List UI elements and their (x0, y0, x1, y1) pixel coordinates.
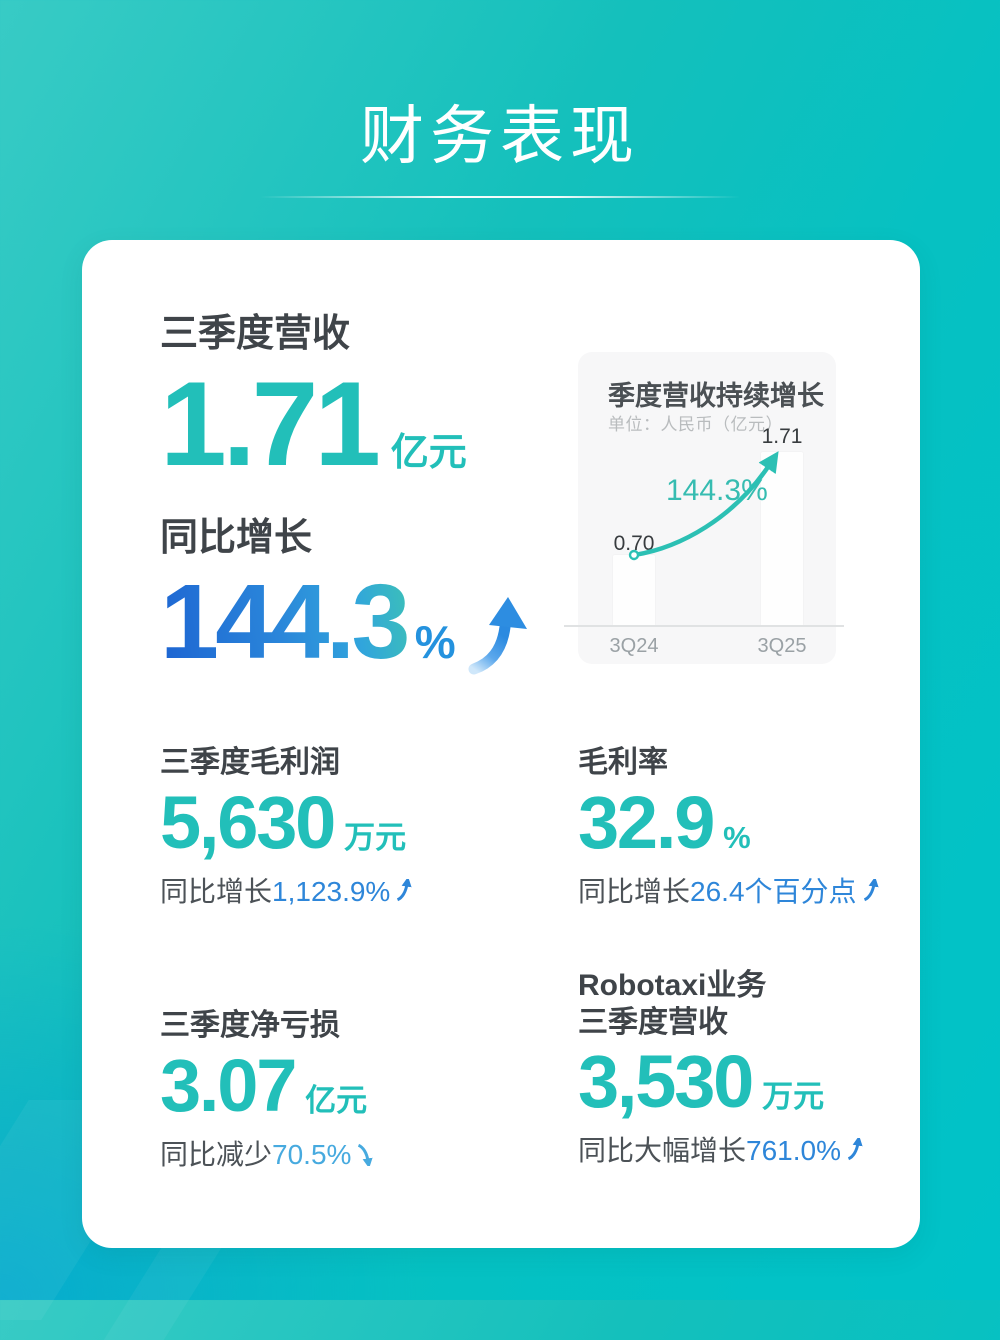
stat-unit: 万元 (344, 819, 407, 855)
stat-unit: 万元 (762, 1079, 825, 1115)
revenue-unit: 亿元 (390, 431, 467, 474)
stat-sub-value: 761.0% (746, 1135, 841, 1167)
stat-unit: 亿元 (305, 1082, 368, 1118)
growth-up-arrow-icon (468, 597, 527, 675)
chart-title: 季度营收持续增长 (608, 381, 824, 411)
stat-label: 毛利率 (578, 746, 668, 779)
bar-value-3q24: 0.70 (613, 532, 655, 555)
stat-gross-margin: 毛利率 32.9 % 同比增长 26.4个百分点 (578, 745, 880, 910)
stat-sub-prefix: 同比大幅增长 (578, 1135, 747, 1167)
stat-label-line1: Robotaxi业务 (578, 969, 767, 1002)
bar-3q24 (613, 555, 655, 626)
bar-value-3q25: 1.71 (761, 425, 803, 448)
stat-net-loss: 三季度净亏损 3.07 亿元 同比减少 70.5% (160, 1008, 374, 1173)
growth-curve-arrow-icon (628, 451, 779, 561)
stat-robotaxi-revenue: Robotaxi业务 三季度营收 3,530 万元 同比大幅增长 761.0% (578, 968, 864, 1169)
x-label-3q24: 3Q24 (609, 635, 659, 657)
page-title: 财务表现 (360, 100, 640, 172)
x-label-3q25: 3Q25 (757, 635, 807, 657)
stats-card: 三季度营收 1.71 亿元 同比增长 144.3 % 季度营 (82, 240, 920, 1248)
stat-sub-prefix: 同比减少 (160, 1138, 273, 1170)
title-underline (260, 196, 740, 198)
stat-gross-profit: 三季度毛利润 5,630 万元 同比增长 1,123.9% (160, 745, 413, 910)
chart-subtitle: 单位：人民币（亿元） (608, 415, 783, 434)
stat-sub-prefix: 同比增长 (160, 875, 273, 907)
up-arrow-icon (847, 1138, 863, 1161)
stat-label: 三季度净亏损 (160, 1009, 340, 1042)
up-arrow-icon (397, 878, 412, 901)
growth-value: 144.3 (160, 563, 410, 682)
stat-label-line2: 三季度营收 (578, 1005, 728, 1039)
stat-value: 32.9 (578, 780, 715, 864)
revenue-label: 三季度营收 (160, 313, 351, 355)
revenue-value: 1.71 (160, 356, 381, 491)
stat-sub-value: 26.4个百分点 (690, 875, 857, 907)
growth-label: 同比增长 (160, 516, 313, 559)
stat-value: 3.07 (160, 1043, 297, 1127)
stat-sub-prefix: 同比增长 (578, 875, 691, 907)
stat-value: 5,630 (160, 780, 336, 864)
growth-percent-sign: % (414, 616, 456, 669)
chart-x-axis (564, 625, 844, 627)
revenue-chart-panel: 季度营收持续增长 单位：人民币（亿元） 0.70 1.71 3Q24 3Q25 … (564, 352, 844, 664)
bar-3q25 (761, 452, 803, 626)
stat-value: 3,530 (578, 1040, 754, 1124)
up-arrow-icon (863, 878, 879, 901)
down-arrow-icon (358, 1143, 374, 1166)
stat-unit: % (723, 819, 751, 855)
hero-revenue-block: 三季度营收 1.71 亿元 同比增长 144.3 % (160, 312, 530, 675)
stat-sub-value: 70.5% (272, 1138, 352, 1170)
stat-label: 三季度毛利润 (160, 746, 340, 779)
stat-sub-value: 1,123.9% (272, 875, 391, 907)
